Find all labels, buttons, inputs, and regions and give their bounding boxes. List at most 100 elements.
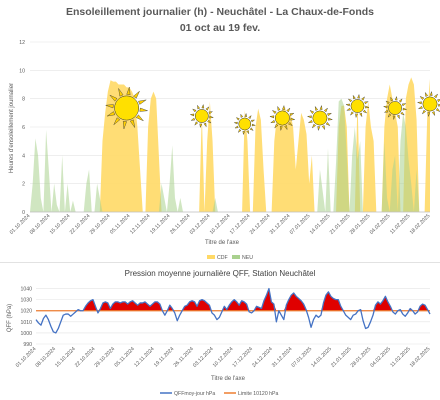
sun-icon <box>269 104 296 132</box>
sunshine-x-tick-label: 10.12.2024 <box>209 213 232 236</box>
sun-ray <box>416 101 422 105</box>
sunshine-y-tick-label: 4 <box>22 153 25 159</box>
sunshine-x-tick-label: 21.01.2025 <box>329 213 352 236</box>
sun-ray <box>138 99 147 105</box>
sun-ray <box>361 96 365 101</box>
series-line-qff <box>35 287 431 334</box>
sun-ray <box>284 125 288 131</box>
pressure-above-limit-area <box>36 288 430 311</box>
sun-ray <box>139 107 148 112</box>
pressure-x-tick-label: 05.11.2024 <box>114 346 136 368</box>
sun-ray <box>325 121 331 127</box>
sun-ray <box>390 96 394 102</box>
sunshine-y-tick-label: 6 <box>22 125 25 131</box>
sun-icon <box>105 86 148 130</box>
sun-ray <box>113 117 121 125</box>
sunshine-legend: CDF NEU <box>207 255 253 261</box>
sunshine-gridlines <box>30 41 430 213</box>
sun-disc <box>388 101 402 115</box>
sunshine-x-tick-label: 15.10.2024 <box>49 213 72 236</box>
sun-ray <box>190 117 196 121</box>
sun-ray <box>126 86 131 96</box>
sun-ray <box>109 94 118 102</box>
sunshine-chart-title: Ensoleillement journalier (h) - Neuchâte… <box>66 6 374 18</box>
sunshine-y-ticks: 0 2 4 6 8 10 12 <box>19 40 25 216</box>
sun-ray <box>359 112 363 118</box>
pressure-x-tick-label: 18.02.2025 <box>409 346 432 369</box>
sun-icon <box>306 104 334 132</box>
sun-ray <box>401 103 407 107</box>
sun-ray <box>433 93 439 99</box>
sun-ray <box>429 90 433 96</box>
sun-disc <box>312 110 328 126</box>
sun-ray <box>233 121 238 125</box>
pressure-x-tick-label: 04.02.2025 <box>369 346 392 369</box>
sun-ray <box>382 105 388 109</box>
sun-ray <box>396 114 400 120</box>
sunshine-x-tick-label: 28.01.2025 <box>349 213 372 236</box>
legend-swatch-neu <box>232 255 240 259</box>
sun-ray <box>235 117 240 121</box>
pressure-y-tick-label: 1020 <box>20 309 32 315</box>
sun-ray <box>203 122 207 128</box>
sun-ray <box>419 95 425 101</box>
sun-disc <box>114 95 139 121</box>
sun-icon <box>345 93 370 119</box>
sun-ray <box>197 104 201 110</box>
sunshine-x-tick-label: 18.02.2025 <box>409 213 432 236</box>
sun-ray <box>309 109 315 115</box>
sunshine-x-tick-label: 04.02.2025 <box>369 213 392 236</box>
sun-ray <box>240 113 244 118</box>
sun-ray <box>133 91 140 99</box>
sunshine-chart-subtitle: 01 oct au 19 fev. <box>180 22 260 34</box>
sun-ray <box>290 117 296 121</box>
sun-ray <box>207 119 212 124</box>
sun-ray <box>355 113 358 119</box>
sun-ray <box>350 111 354 116</box>
sun-disc <box>350 99 365 113</box>
pressure-x-tick-label: 19.11.2024 <box>153 346 175 368</box>
sun-ray <box>402 107 408 111</box>
pressure-above-limit-fill <box>36 288 430 311</box>
sun-ray <box>435 107 440 112</box>
pressure-x-ticks: 01.10.202408.10.202415.10.202422.10.2024… <box>15 346 432 369</box>
sun-icon <box>233 112 256 136</box>
sun-ray <box>314 105 319 111</box>
sun-ray <box>234 125 239 129</box>
pressure-chart: Pression moyenne journalière QFF, Statio… <box>7 269 431 397</box>
sun-ray <box>421 109 427 115</box>
sun-disc <box>274 110 290 126</box>
sunshine-y-tick-label: 12 <box>19 40 25 46</box>
sun-ray <box>365 105 370 109</box>
sun-ray <box>431 111 436 117</box>
sunshine-x-tick-label: 07.01.2025 <box>289 213 312 236</box>
pressure-y-tick-label: 1000 <box>20 331 32 337</box>
sun-ray <box>237 129 242 133</box>
sun-ray <box>346 107 351 111</box>
pressure-y-tick-label: 1010 <box>20 320 32 326</box>
sunshine-x-tick-label: 19.11.2024 <box>149 213 171 235</box>
sunshine-series-areas <box>30 77 440 213</box>
sun-ray <box>289 112 295 117</box>
pressure-y-tick-label: 990 <box>23 342 32 348</box>
sunshine-x-tick-label: 22.10.2024 <box>69 213 92 236</box>
sun-ray <box>129 119 135 128</box>
sun-ray <box>321 125 326 131</box>
sun-ray <box>347 98 353 103</box>
sun-ray <box>398 98 403 103</box>
legend-label-cdf: CDF <box>217 255 228 261</box>
sun-icon <box>382 95 408 121</box>
pressure-y-tick-label: 1040 <box>20 287 32 293</box>
sun-ray <box>282 104 285 110</box>
sun-ray <box>192 108 197 113</box>
sunshine-y-tick-label: 10 <box>19 68 25 74</box>
sunshine-x-tick-label: 08.10.2024 <box>29 213 52 236</box>
sun-ray <box>271 109 277 115</box>
sunshine-x-tick-label: 12.11.2024 <box>129 213 151 235</box>
sun-ray <box>122 120 127 130</box>
pressure-y-ticks: 990 1000 1010 1020 1030 1040 <box>20 287 32 348</box>
sun-ray <box>424 91 429 97</box>
sun-ray <box>189 113 195 117</box>
sun-ray <box>209 115 214 119</box>
